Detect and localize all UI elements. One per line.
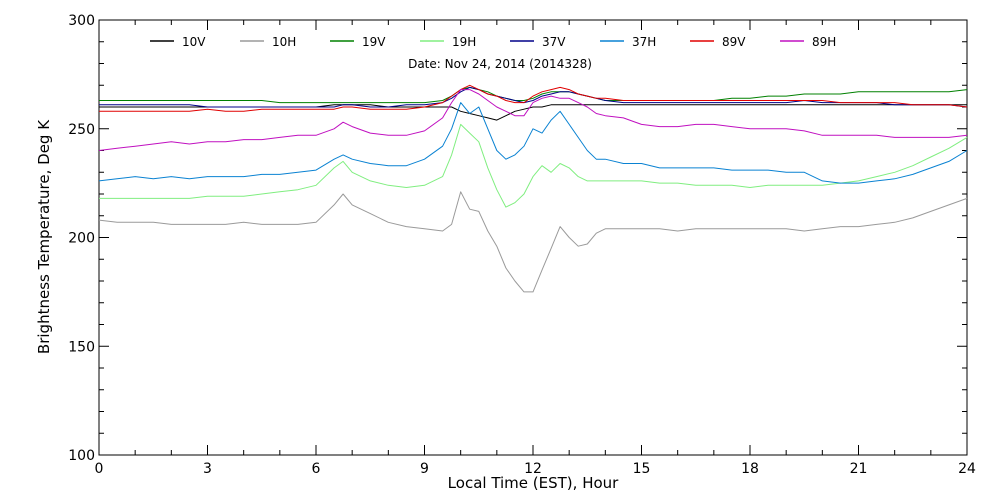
- x-tick-label: 3: [203, 461, 212, 477]
- series-line-89v: [99, 84, 968, 112]
- legend-label-89v: 89V: [722, 35, 746, 49]
- y-axis-label: Brightness Temperature, Deg K: [35, 119, 53, 354]
- x-tick-label: 9: [420, 461, 429, 477]
- x-tick-label: 12: [524, 461, 542, 477]
- x-tick-label: 15: [633, 461, 651, 477]
- x-tick-label: 0: [95, 461, 104, 477]
- series-line-37v: [99, 86, 968, 108]
- legend-label-19v: 19V: [362, 35, 386, 49]
- plot-frame: [98, 19, 968, 456]
- legend-label-19h: 19H: [452, 35, 476, 49]
- legend-label-37h: 37H: [632, 35, 656, 49]
- x-tick-label: 21: [850, 461, 868, 477]
- x-tick-label: 24: [958, 461, 976, 477]
- x-tick-label: 18: [741, 461, 759, 477]
- series-lines: [98, 84, 968, 293]
- series-line-19v: [99, 86, 968, 104]
- legend-label-89h: 89H: [812, 35, 836, 49]
- y-tick-label: 250: [68, 122, 95, 138]
- date-annotation: Date: Nov 24, 2014 (2014328): [408, 57, 592, 71]
- y-tick-label: 100: [68, 448, 95, 464]
- y-tick-label: 300: [68, 13, 95, 29]
- series-line-10h: [98, 191, 968, 293]
- y-tick-label: 200: [68, 231, 95, 247]
- x-axis-label: Local Time (EST), Hour: [448, 474, 619, 492]
- series-line-89h: [98, 89, 968, 151]
- y-axis: 100 150 200 250 300: [68, 13, 967, 464]
- legend-label-10v: 10V: [182, 35, 206, 49]
- series-line-37h: [98, 102, 968, 184]
- legend-label-10h: 10H: [272, 35, 296, 49]
- x-tick-label: 6: [312, 461, 321, 477]
- y-tick-label: 150: [68, 339, 95, 355]
- series-line-19h: [99, 123, 968, 208]
- x-axis: 0 3 6 9 12 15 18 21 24: [95, 20, 976, 477]
- legend: 10V 10H 19V 19H 37V 37H 89V 89H: [150, 35, 836, 49]
- legend-label-37v: 37V: [542, 35, 566, 49]
